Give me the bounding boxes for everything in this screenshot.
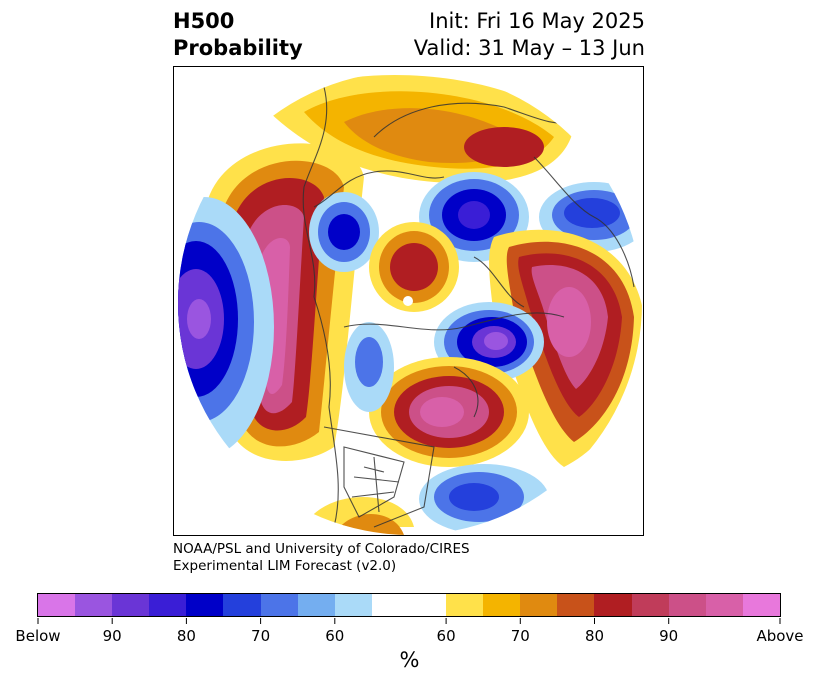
colorbar-segment (483, 594, 521, 616)
colorbar-tick-label: 80 (176, 627, 196, 645)
anomaly-above-south-center (369, 357, 529, 467)
colorbar-segment (260, 594, 298, 616)
colorbar-segment (705, 594, 743, 616)
credit: NOAA/PSL and University of Colorado/CIRE… (173, 541, 470, 575)
colorbar-segment (186, 594, 224, 616)
colorbar-tick-label: 80 (584, 627, 605, 645)
colorbar-tick-label: 60 (436, 627, 456, 645)
colorbar-tick-label: 90 (659, 627, 679, 645)
colorbar-tick-label: 90 (102, 627, 122, 645)
anomaly-below-west (178, 197, 274, 457)
anomaly-above-center (369, 222, 459, 312)
colorbar (37, 593, 781, 617)
anomaly-below-south-center (344, 322, 394, 412)
colorbar-segment (594, 594, 632, 616)
init-date: Init: Fri 16 May 2025 (429, 9, 645, 33)
colorbar-tick-label: 60 (325, 627, 345, 645)
anomaly-above-east (489, 229, 642, 467)
colorbar-segment (75, 594, 113, 616)
map-svg (178, 74, 642, 535)
colorbar-segment (446, 594, 484, 616)
title-variable: H500 (173, 9, 235, 33)
colorbar-segment (520, 594, 558, 616)
title-right: Init: Fri 16 May 2025 Valid: 31 May – 13… (414, 8, 645, 62)
title-left: H500 Probability (173, 8, 303, 62)
colorbar-segment (297, 594, 335, 616)
colorbar-segment (557, 594, 595, 616)
colorbar-segment (334, 594, 372, 616)
colorbar-segment (38, 594, 76, 616)
colorbar-segment (112, 594, 150, 616)
colorbar-tick-labels: Below 90 80 70 60 60 70 80 90 Above (0, 627, 819, 647)
colorbar-segment (668, 594, 706, 616)
colorbar-ticks (37, 618, 781, 624)
credit-line2: Experimental LIM Forecast (v2.0) (173, 558, 397, 574)
anomaly-below-south (419, 464, 549, 534)
anomaly-below-center-west (309, 192, 379, 272)
title-product: Probability (173, 36, 303, 60)
colorbar-tick-label: Above (756, 627, 804, 645)
colorbar-segment (742, 594, 780, 616)
colorbar-segment (631, 594, 669, 616)
colorbar-tick-label: 70 (510, 627, 530, 645)
probability-map (173, 66, 644, 536)
credit-line1: NOAA/PSL and University of Colorado/CIRE… (173, 541, 470, 557)
valid-range: Valid: 31 May – 13 Jun (413, 36, 645, 60)
colorbar-segment (371, 594, 447, 616)
colorbar-tick-label: 70 (251, 627, 271, 645)
colorbar-segment (149, 594, 187, 616)
anomaly-above-north (264, 74, 574, 184)
colorbar-segment (223, 594, 261, 616)
colorbar-unit: % (399, 648, 420, 672)
colorbar-tick-label: Below (15, 627, 61, 645)
